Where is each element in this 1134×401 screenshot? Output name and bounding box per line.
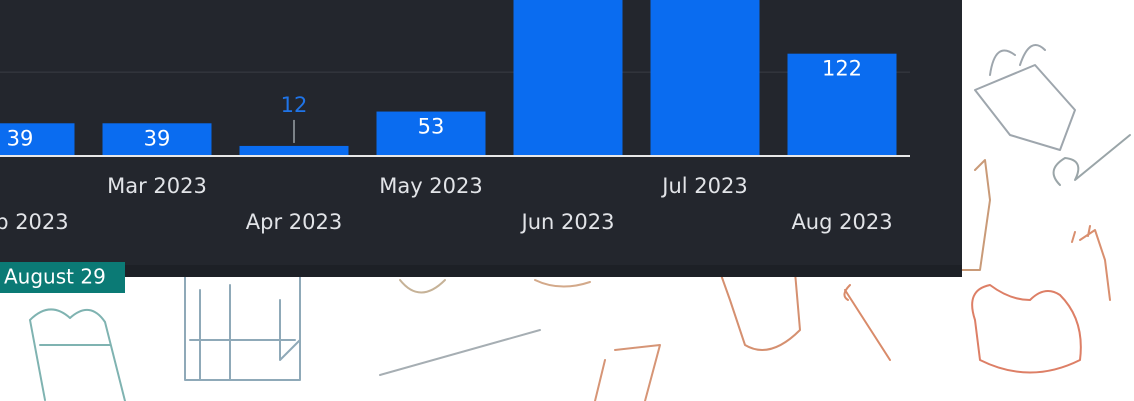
value-label: 39 [144,126,171,150]
x-tick-label: Aug 2023 [791,210,892,234]
bar [240,146,349,156]
screen: 39 Feb 2023 39 Mar 2023 12 Apr 2023 53 May 2023… [0,0,1134,401]
value-label: 12 [281,93,308,117]
x-tick-label: Jul 2023 [660,174,747,198]
value-label: 39 [7,126,34,150]
x-tick-label: Jun 2023 [520,210,615,234]
x-tick-label: Feb 2023 [0,210,69,234]
panel-footer [0,265,962,277]
bar [514,0,623,156]
value-label: 122 [822,57,862,81]
x-tick-label: Apr 2023 [246,210,342,234]
page: {"chart_data": {"type": "bar", "categori… [0,0,1134,401]
value-label: 53 [418,115,445,139]
date-badge-text: August 29 [4,265,106,289]
bar [651,0,760,156]
x-tick-label: May 2023 [379,174,483,198]
x-tick-label: Mar 2023 [107,174,207,198]
